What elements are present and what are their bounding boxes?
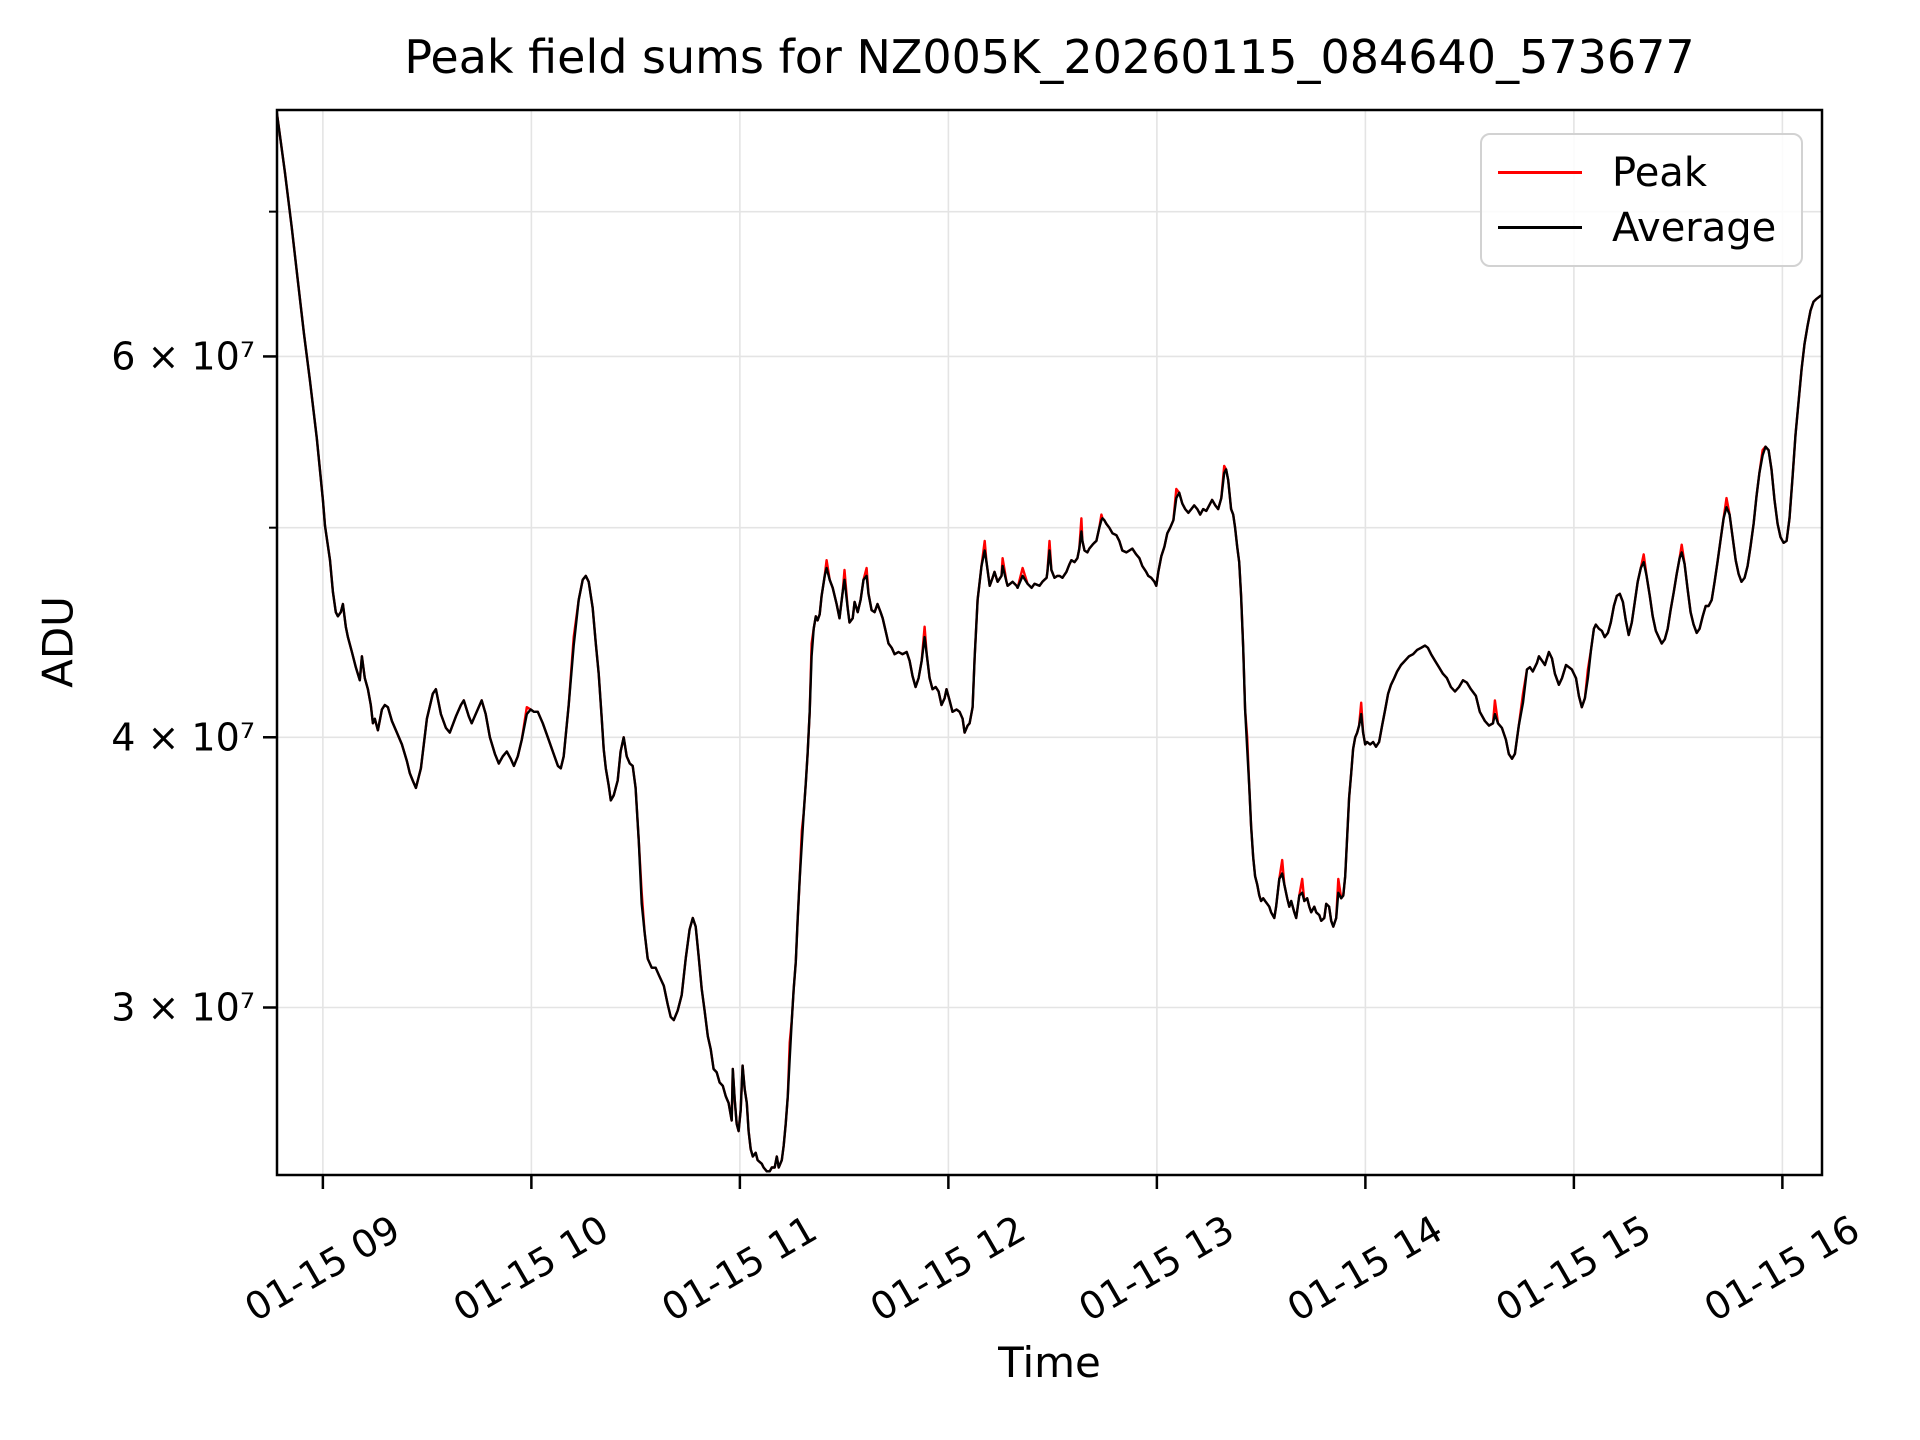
y-tick-label: 4 × 10⁷ xyxy=(111,715,255,759)
legend-item-peak: Peak xyxy=(1498,148,1801,198)
y-tick-label: 6 × 10⁷ xyxy=(111,334,255,378)
chart-title: Peak field sums for NZ005K_20260115_0846… xyxy=(404,30,1695,84)
legend: Peak Average xyxy=(1480,133,1803,267)
x-tick-label: 01-15 09 xyxy=(237,1207,407,1331)
x-tick-label: 01-15 13 xyxy=(1071,1207,1241,1331)
y-tick-label: 3 × 10⁷ xyxy=(111,985,255,1029)
average-line-icon xyxy=(1498,226,1582,229)
x-tick-label: 01-15 14 xyxy=(1280,1207,1450,1331)
peak-series-line xyxy=(277,111,1822,1173)
x-tick-label: 01-15 10 xyxy=(446,1207,616,1331)
axes-spines xyxy=(275,108,1824,1177)
x-axis-label: Time xyxy=(998,1338,1101,1387)
x-tick-label: 01-15 12 xyxy=(863,1207,1033,1331)
x-tick-label: 01-15 15 xyxy=(1488,1207,1658,1331)
average-series-line xyxy=(277,111,1822,1173)
legend-label-peak: Peak xyxy=(1612,149,1707,196)
x-tick-label: 01-15 11 xyxy=(654,1207,824,1331)
legend-item-average: Average xyxy=(1498,203,1801,253)
legend-label-average: Average xyxy=(1612,204,1777,251)
peak-line-icon xyxy=(1498,171,1582,174)
x-tick-label: 01-15 16 xyxy=(1697,1207,1867,1331)
